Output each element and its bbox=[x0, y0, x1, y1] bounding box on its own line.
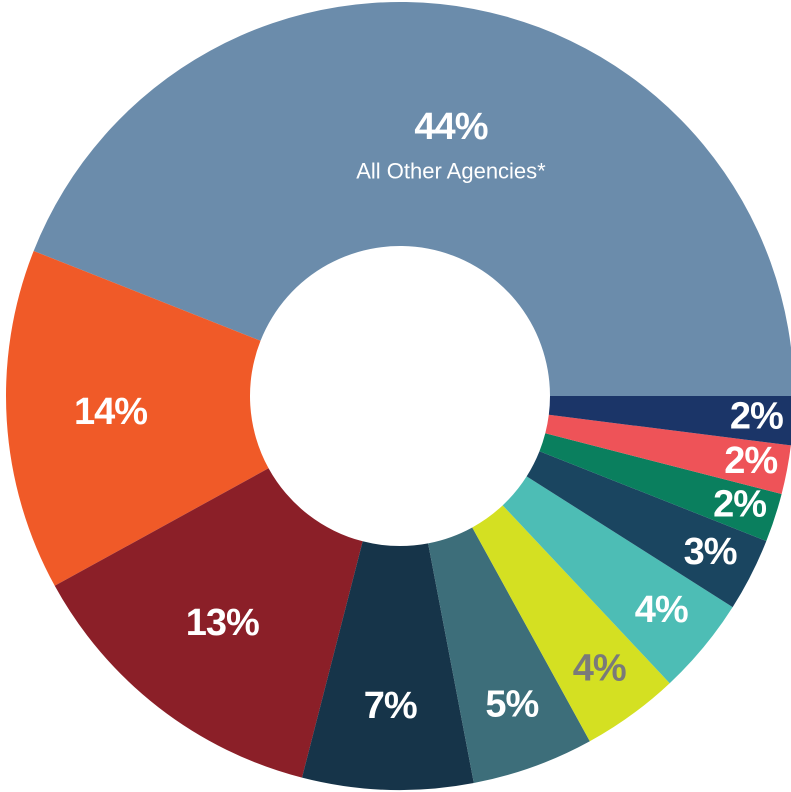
slice bbox=[472, 505, 670, 742]
value-label: 5% bbox=[485, 684, 538, 726]
value-label: 2% bbox=[730, 395, 783, 437]
value-label: 2% bbox=[713, 483, 766, 525]
slice bbox=[545, 414, 791, 494]
slice bbox=[33, 2, 791, 396]
value-label: 4% bbox=[635, 589, 688, 631]
slice bbox=[526, 451, 767, 608]
slice bbox=[502, 476, 733, 684]
slice bbox=[428, 527, 590, 784]
value-label: 13% bbox=[186, 602, 259, 644]
annotation: All Other Agencies* bbox=[356, 159, 546, 184]
value-label: 14% bbox=[74, 391, 147, 433]
slice bbox=[539, 433, 782, 542]
slice bbox=[5, 250, 269, 586]
value-label: 2% bbox=[724, 440, 777, 482]
value-label: 7% bbox=[364, 685, 417, 727]
slice bbox=[302, 541, 474, 790]
value-label: 4% bbox=[573, 647, 626, 689]
value-label: 44% bbox=[414, 106, 487, 148]
slice bbox=[548, 396, 791, 446]
value-label: 3% bbox=[684, 531, 737, 573]
slice bbox=[54, 468, 363, 778]
